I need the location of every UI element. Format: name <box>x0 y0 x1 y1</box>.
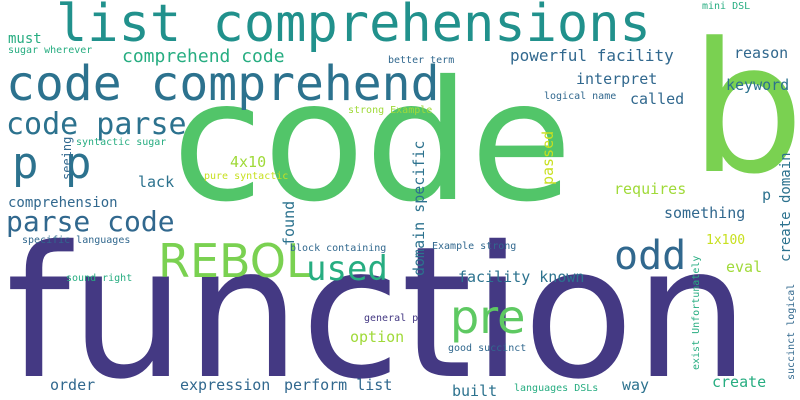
word-facility-known: facility known <box>458 268 585 286</box>
word-found: found <box>280 200 298 246</box>
word-create-domain: create domain <box>778 152 794 262</box>
word-something: something <box>664 204 746 222</box>
word-built: built <box>452 382 498 400</box>
word-mini-dsl: mini DSL <box>702 1 751 12</box>
word-p: p <box>762 186 772 204</box>
word-logical-name: logical name <box>544 91 617 102</box>
word-sound-right: sound right <box>66 273 133 284</box>
word-lack: lack <box>138 173 175 191</box>
word-block-containing: block containing <box>290 243 387 254</box>
word-parse-code: parse code <box>6 205 175 238</box>
word-create: create <box>712 373 767 391</box>
word-general-p: general p <box>364 313 419 324</box>
word-order: order <box>50 376 96 394</box>
word-function: function <box>6 207 750 400</box>
word-b: b <box>690 5 800 214</box>
word-code-parse: code parse <box>6 107 187 142</box>
word-called: called <box>630 90 685 108</box>
word-pure-syntactic: pure syntactic <box>204 171 289 182</box>
word-better-term: better term <box>388 55 455 66</box>
word-eval: eval <box>726 258 763 276</box>
word-used: used <box>306 249 388 289</box>
word-interpret: interpret <box>576 70 658 88</box>
word-perform-list: perform list <box>284 376 393 394</box>
word-odd: odd <box>614 233 687 279</box>
word-comprehend-code: comprehend code <box>122 46 285 67</box>
word-must: must <box>8 31 42 47</box>
word-exist-unfortunately: exist Unfortunately <box>691 255 702 370</box>
word-rebol: REBOL <box>158 234 312 288</box>
word-requires: requires <box>614 180 687 198</box>
word-list-comprehensions: list comprehensions <box>56 0 651 54</box>
word-1x100: 1x100 <box>706 233 746 248</box>
word-syntactic-sugar: syntactic sugar <box>76 137 167 148</box>
word-4x10: 4x10 <box>230 153 267 171</box>
word-strong-example: strong Example <box>348 105 433 116</box>
word-example-strong: Example strong <box>432 241 517 252</box>
word-keyword: keyword <box>726 76 790 94</box>
word-seeing: seeing <box>60 136 74 180</box>
word-option: option <box>350 328 405 346</box>
word-pre: pre <box>450 290 526 344</box>
word-good-succinct: good succinct <box>448 343 527 354</box>
word-comprehension: comprehension <box>8 195 118 211</box>
word-p-p: p p <box>12 138 92 189</box>
word-expression: expression <box>180 376 271 394</box>
word-passed: passed <box>539 130 557 185</box>
word-code: code <box>172 46 573 239</box>
word-way: way <box>622 376 650 394</box>
word-domain-specific: domain specific <box>410 140 428 276</box>
word-powerful-facility: powerful facility <box>510 46 674 65</box>
word-sugar-wherever: sugar wherever <box>8 45 93 56</box>
word-code-comprehend: code comprehend <box>6 56 440 112</box>
word-languages-dsls: languages DSLs <box>514 383 599 394</box>
word-specific-languages: specific languages <box>22 235 131 246</box>
word-succinct-logical: succinct logical <box>786 283 797 380</box>
word-reason: reason <box>734 44 789 62</box>
